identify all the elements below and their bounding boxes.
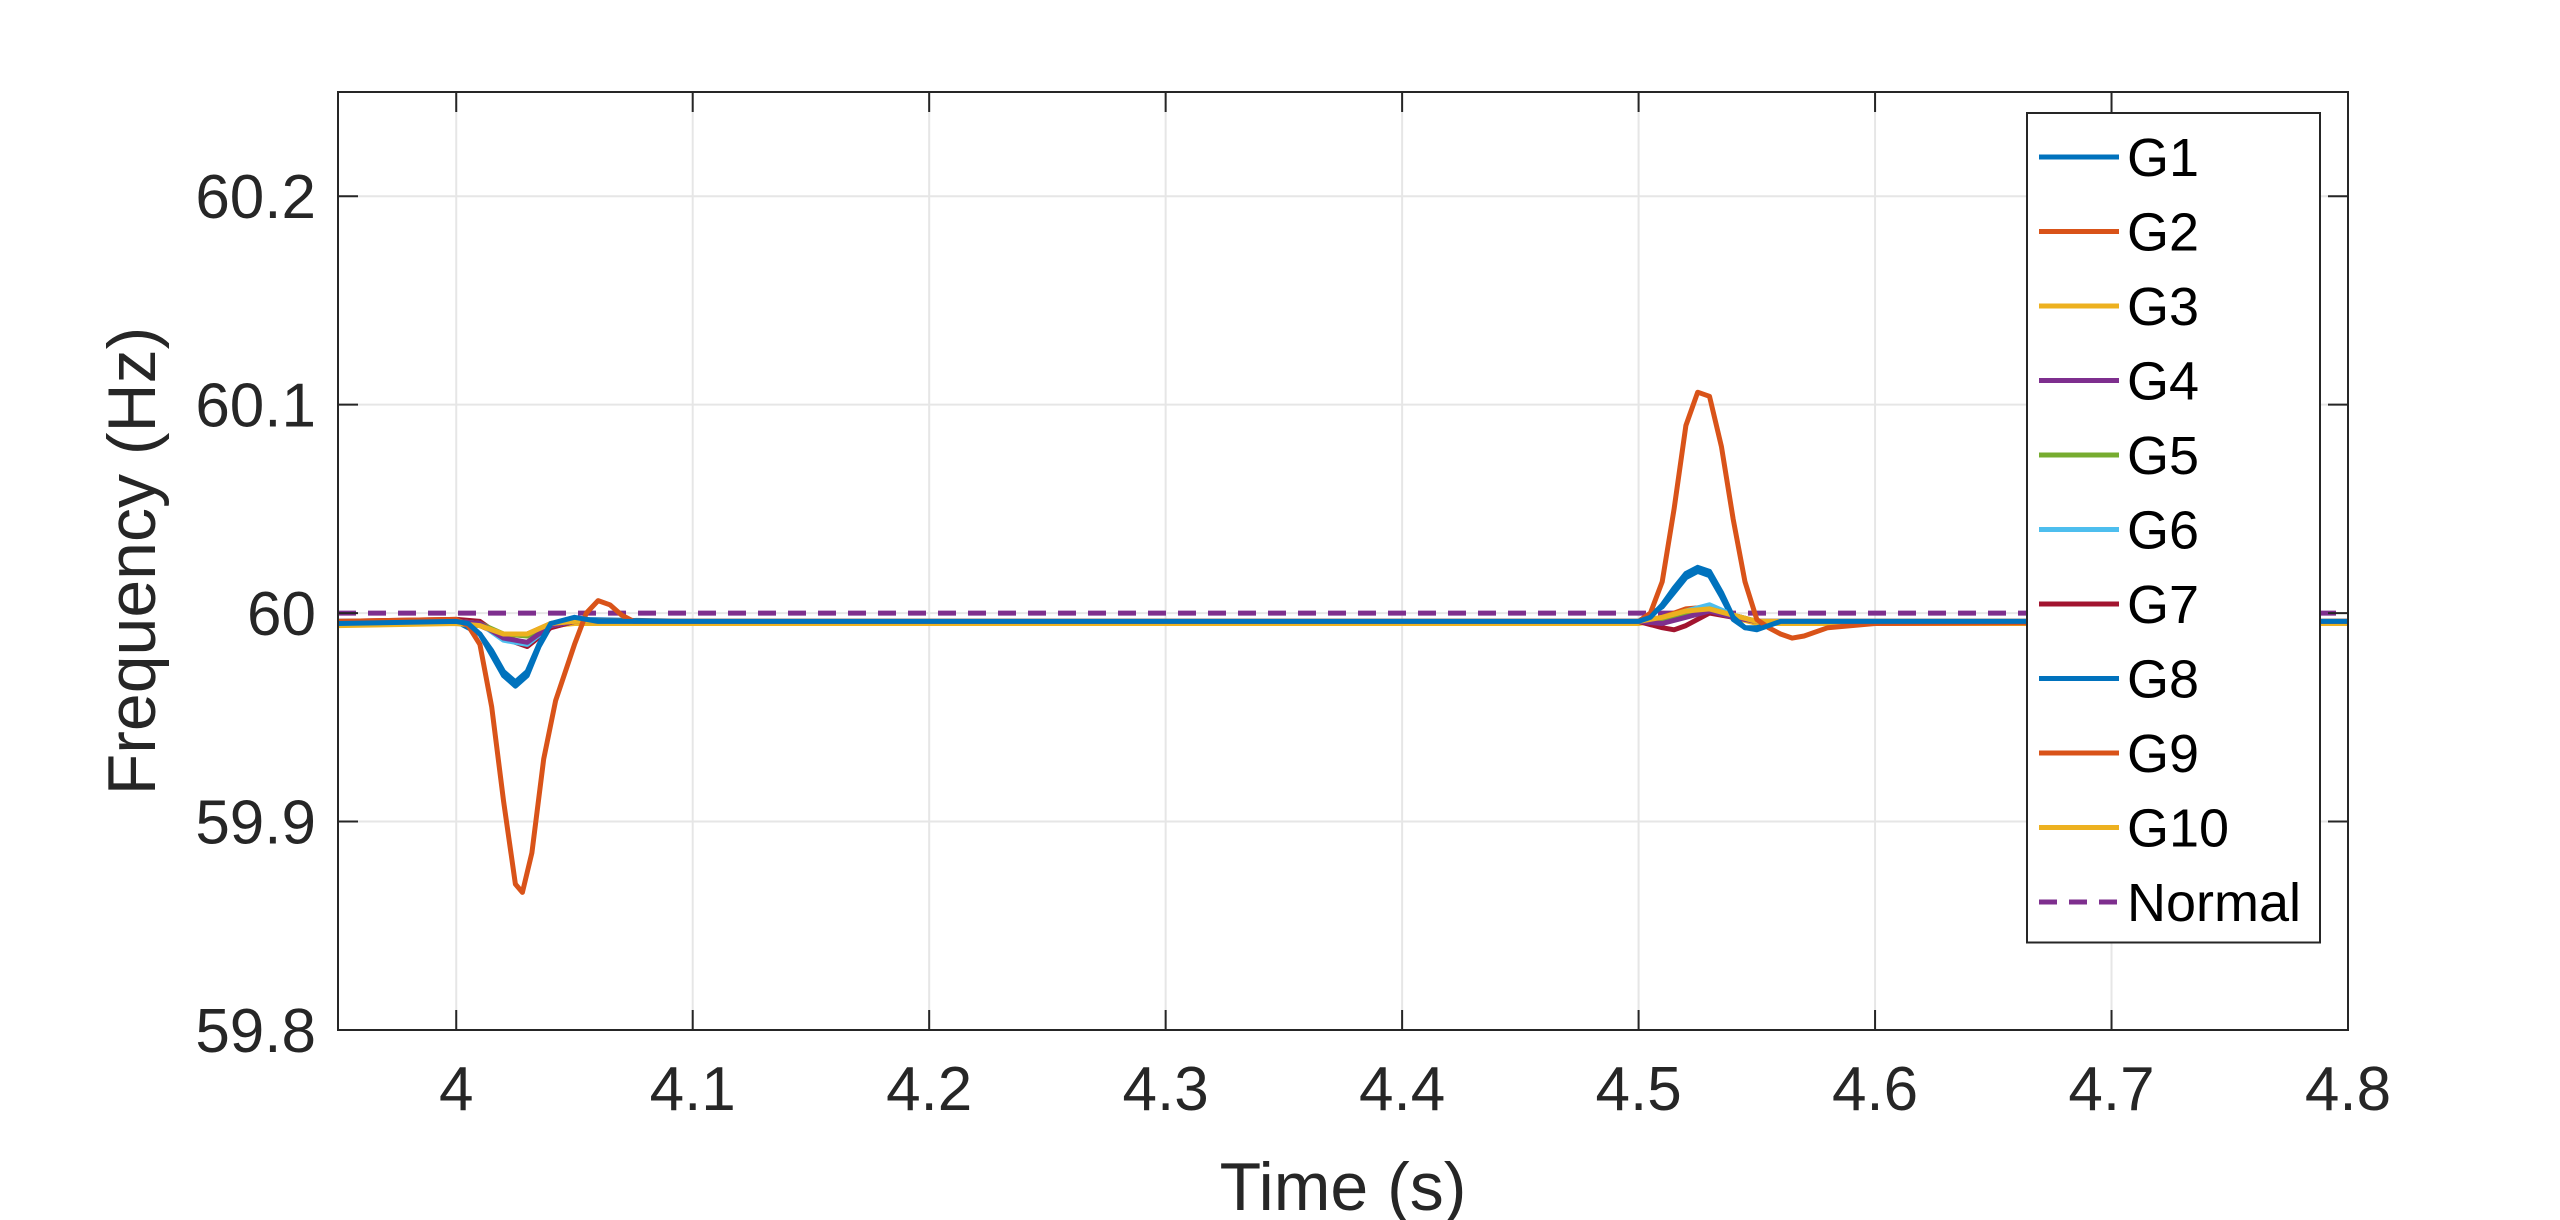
legend-label-g7: G7 xyxy=(2127,575,2199,635)
legend-label-g2: G2 xyxy=(2127,203,2199,263)
x-tick-label: 4.1 xyxy=(650,1055,736,1124)
x-tick-label: 4.2 xyxy=(886,1055,972,1124)
legend-label-g5: G5 xyxy=(2127,426,2199,486)
legend-label-g3: G3 xyxy=(2127,277,2199,337)
x-tick-labels: 4 4.1 4.2 4.3 4.4 4.5 4.6 4.7 4.8 xyxy=(439,1055,2391,1124)
series-layer xyxy=(338,389,2348,895)
legend-label-g8: G8 xyxy=(2127,650,2199,710)
y-axis-label: Frequency (Hz) xyxy=(94,327,170,796)
legend-label-g6: G6 xyxy=(2127,501,2199,561)
legend-label-g1: G1 xyxy=(2127,128,2199,188)
y-tick-label: 60 xyxy=(247,580,316,649)
y-tick-label: 60.1 xyxy=(195,372,316,441)
legend-label-g10: G10 xyxy=(2127,799,2229,859)
legend-label-g4: G4 xyxy=(2127,352,2199,412)
x-tick-label: 4.6 xyxy=(1832,1055,1918,1124)
y-tick-label: 59.9 xyxy=(195,789,316,858)
x-tick-label: 4 xyxy=(439,1055,473,1124)
legend-label-normal: Normal xyxy=(2127,873,2301,933)
plot-area xyxy=(338,92,2348,1030)
legend[interactable]: G1 G2 G3 G4 G5 G6 G7 G8 G9 G10 Normal xyxy=(2026,112,2321,944)
y-tick-label: 59.8 xyxy=(195,997,316,1066)
series-line-g1 xyxy=(338,564,2348,685)
y-tick-labels: 59.8 59.9 60 60.1 60.2 xyxy=(195,163,316,1066)
x-tick-label: 4.8 xyxy=(2305,1055,2391,1124)
y-tick-label: 60.2 xyxy=(195,163,316,232)
x-tick-label: 4.3 xyxy=(1123,1055,1209,1124)
tick-marks xyxy=(338,92,2349,1031)
x-tick-label: 4.5 xyxy=(1595,1055,1681,1124)
plot-frame xyxy=(337,91,2349,1031)
x-tick-label: 4.4 xyxy=(1359,1055,1445,1124)
x-axis-label: Time (s) xyxy=(1220,1149,1467,1220)
legend-label-g9: G9 xyxy=(2127,724,2199,784)
x-tick-label: 4.7 xyxy=(2068,1055,2154,1124)
